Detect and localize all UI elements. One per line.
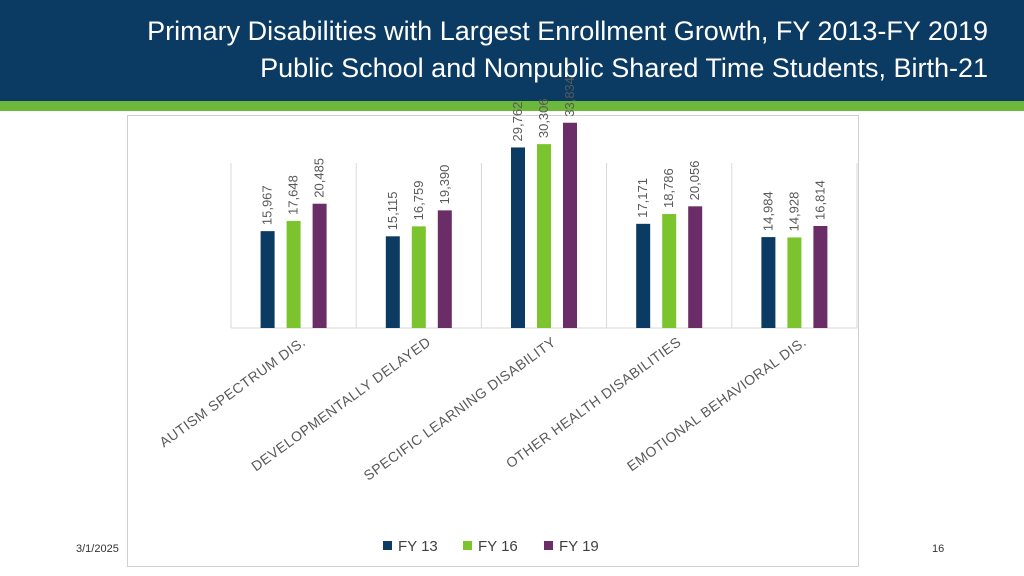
bar-fy-13 bbox=[385, 236, 400, 328]
legend-swatch bbox=[383, 541, 392, 550]
data-label: 16,814 bbox=[812, 180, 827, 220]
data-label: 20,485 bbox=[312, 158, 327, 198]
data-label: 20,056 bbox=[687, 161, 702, 201]
footer-date: 3/1/2025 bbox=[76, 543, 119, 555]
legend-label: FY 13 bbox=[398, 538, 438, 555]
data-label: 15,115 bbox=[385, 192, 400, 231]
category-label: AUTISM SPECTRUM DIS. bbox=[156, 333, 308, 450]
slide-subtitle: Public School and Nonpublic Shared Time … bbox=[260, 53, 988, 83]
data-label: 29,762 bbox=[510, 102, 525, 142]
header-bar bbox=[0, 0, 1024, 101]
slide-title: Primary Disabilities with Largest Enroll… bbox=[147, 16, 988, 46]
data-label: 15,967 bbox=[260, 185, 275, 225]
bar-fy-19 bbox=[312, 203, 327, 328]
legend-swatch bbox=[544, 541, 553, 550]
data-label: 16,759 bbox=[411, 181, 426, 221]
category-label: SPECIFIC LEARNING DISABILITY bbox=[361, 333, 559, 483]
data-label: 17,648 bbox=[286, 175, 301, 215]
data-label: 18,786 bbox=[661, 168, 676, 208]
data-label: 19,390 bbox=[437, 165, 452, 205]
bar-fy-19 bbox=[437, 210, 452, 328]
legend-label: FY 19 bbox=[559, 538, 599, 555]
data-label: 14,984 bbox=[760, 191, 775, 231]
bar-fy-19 bbox=[813, 225, 828, 328]
data-label: 30,306 bbox=[536, 98, 551, 138]
bar-fy-19 bbox=[563, 122, 577, 328]
bar-fy-16 bbox=[662, 214, 677, 328]
bar-fy-16 bbox=[411, 226, 426, 328]
data-label: 33,834 bbox=[562, 77, 577, 117]
chart-frame bbox=[127, 115, 859, 567]
page-number: 16 bbox=[932, 543, 945, 555]
bar-fy-19 bbox=[688, 206, 703, 328]
data-label: 17,171 bbox=[635, 178, 650, 218]
legend-label: FY 16 bbox=[478, 538, 518, 555]
header-accent-stripe bbox=[0, 101, 1024, 111]
bar-fy-13 bbox=[761, 237, 776, 328]
bar-fy-16 bbox=[787, 237, 802, 328]
data-label: 14,928 bbox=[786, 192, 801, 232]
bar-fy-16 bbox=[286, 220, 301, 328]
legend-swatch bbox=[463, 541, 472, 550]
bar-fy-13 bbox=[511, 147, 525, 328]
bar-fy-13 bbox=[636, 223, 651, 328]
bar-fy-16 bbox=[537, 144, 551, 328]
bar-fy-13 bbox=[260, 231, 275, 328]
